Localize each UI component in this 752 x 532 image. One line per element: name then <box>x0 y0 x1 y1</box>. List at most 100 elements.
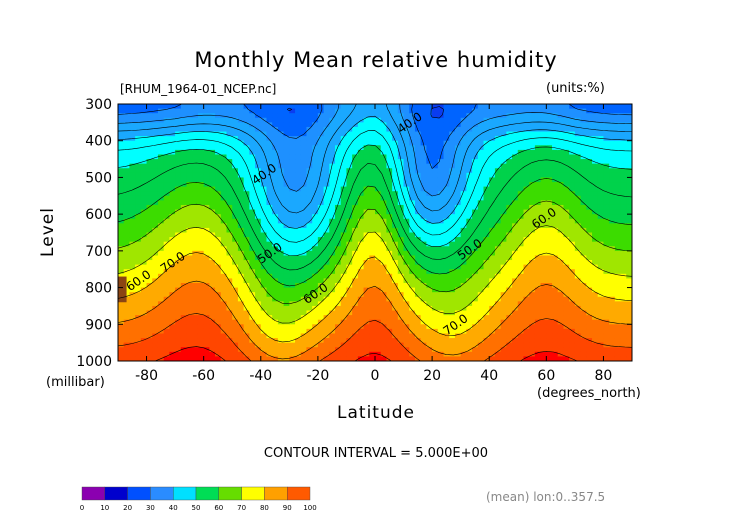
humidity-cell <box>552 108 559 114</box>
humidity-cell <box>472 338 479 344</box>
humidity-cell <box>209 319 216 325</box>
humidity-cell <box>209 168 216 174</box>
humidity-cell <box>277 131 285 137</box>
humidity-cell <box>397 246 405 252</box>
humidity-cell <box>135 177 142 183</box>
humidity-cell <box>237 292 245 298</box>
humidity-cell <box>552 237 559 243</box>
humidity-cell <box>380 319 388 325</box>
humidity-cell <box>192 310 199 316</box>
humidity-cell <box>352 209 359 215</box>
humidity-cell <box>140 310 148 316</box>
humidity-cell <box>283 117 290 123</box>
humidity-cell <box>380 108 388 114</box>
humidity-cell <box>557 282 565 289</box>
humidity-cell <box>506 278 513 284</box>
humidity-cell <box>283 172 290 179</box>
humidity-cell <box>118 204 125 211</box>
humidity-cell <box>494 145 502 151</box>
humidity-cell <box>163 214 170 220</box>
humidity-cell <box>472 278 479 284</box>
humidity-cell <box>118 104 125 110</box>
humidity-cell <box>192 126 199 133</box>
humidity-cell <box>369 218 376 224</box>
humidity-cell <box>312 186 319 192</box>
humidity-cell <box>300 260 308 266</box>
humidity-cell <box>534 113 542 119</box>
humidity-cell <box>175 347 182 353</box>
humidity-cell <box>363 200 370 206</box>
humidity-cell <box>289 117 296 123</box>
humidity-cell <box>335 324 342 330</box>
humidity-cell <box>517 232 525 238</box>
humidity-cell <box>312 328 319 335</box>
humidity-cell <box>312 269 319 275</box>
humidity-cell <box>460 328 467 335</box>
humidity-cell <box>346 145 353 151</box>
humidity-cell <box>335 319 342 325</box>
humidity-cell <box>260 136 268 142</box>
humidity-cell <box>295 186 302 192</box>
humidity-cell <box>569 351 576 358</box>
humidity-cell <box>523 227 530 234</box>
humidity-cell <box>523 338 530 344</box>
humidity-cell <box>283 333 290 339</box>
humidity-cell <box>546 154 553 160</box>
humidity-cell <box>232 356 239 361</box>
humidity-cell <box>569 214 576 220</box>
humidity-cell <box>329 140 336 146</box>
humidity-cell <box>323 163 330 169</box>
humidity-cell <box>523 163 530 169</box>
humidity-cell <box>237 122 245 128</box>
humidity-cell <box>357 237 365 243</box>
humidity-cell <box>283 315 290 321</box>
humidity-cell <box>220 292 228 298</box>
humidity-cell <box>597 287 605 293</box>
humidity-cell <box>597 104 605 110</box>
humidity-cell <box>163 108 170 114</box>
humidity-cell <box>249 182 256 188</box>
humidity-cell <box>426 163 433 169</box>
humidity-cell <box>392 232 399 238</box>
humidity-cell <box>620 324 627 330</box>
humidity-cell <box>118 126 125 133</box>
humidity-cell <box>574 232 582 238</box>
humidity-cell <box>483 305 490 312</box>
humidity-cell <box>472 356 479 361</box>
humidity-cell <box>306 195 313 201</box>
humidity-cell <box>540 333 547 339</box>
humidity-cell <box>346 255 353 261</box>
humidity-cell <box>186 186 193 192</box>
humidity-cell <box>180 204 188 211</box>
humidity-cell <box>192 131 199 137</box>
humidity-cell <box>460 237 467 243</box>
humidity-cell <box>317 172 325 179</box>
humidity-cell <box>226 342 233 348</box>
humidity-cell <box>380 122 388 128</box>
humidity-cell <box>443 237 450 243</box>
humidity-cell <box>529 237 536 243</box>
humidity-cell <box>140 315 148 321</box>
humidity-cell <box>243 333 250 339</box>
humidity-cell <box>329 108 336 114</box>
humidity-cell <box>215 145 222 151</box>
humidity-cell <box>392 191 399 197</box>
humidity-cell <box>540 200 547 206</box>
humidity-cell <box>614 186 622 192</box>
humidity-cell <box>432 296 439 302</box>
humidity-cell <box>215 273 222 279</box>
humidity-cell <box>529 287 536 293</box>
humidity-cell <box>586 177 593 183</box>
humidity-cell <box>454 250 462 257</box>
humidity-cell <box>186 168 193 174</box>
humidity-cell <box>272 232 279 238</box>
humidity-cell <box>266 104 273 110</box>
humidity-cell <box>397 191 405 197</box>
humidity-cell <box>512 126 519 133</box>
humidity-cell <box>203 214 210 220</box>
humidity-cell <box>483 315 490 321</box>
humidity-cell <box>123 113 131 119</box>
humidity-cell <box>432 324 439 330</box>
humidity-cell <box>329 204 336 211</box>
humidity-cell <box>386 305 393 312</box>
